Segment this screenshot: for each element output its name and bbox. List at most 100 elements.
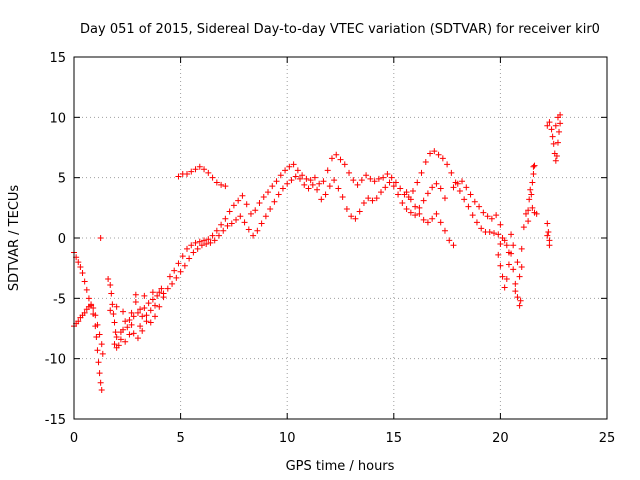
data-point (79, 269, 86, 276)
data-point (254, 227, 261, 234)
data-point (152, 313, 159, 320)
data-point (552, 122, 559, 129)
data-point (147, 307, 154, 314)
data-point (109, 301, 116, 308)
data-point (497, 221, 504, 228)
data-point (230, 202, 237, 209)
series-noisy-low-cluster (105, 276, 167, 351)
data-point (544, 220, 551, 227)
data-point (499, 273, 506, 280)
data-point (431, 148, 438, 155)
data-point (201, 237, 208, 244)
data-point (137, 306, 144, 313)
data-point (403, 189, 410, 196)
data-point (531, 162, 538, 169)
series-late-fall (544, 220, 553, 249)
data-point (454, 180, 461, 187)
data-points (71, 111, 564, 394)
data-point (137, 323, 144, 330)
data-point (416, 204, 423, 211)
data-point (350, 177, 357, 184)
data-point (243, 201, 250, 208)
y-tick-labels: -15 -10 -5 0 5 10 15 (45, 51, 66, 428)
data-point (354, 181, 361, 188)
data-point (149, 289, 156, 296)
data-point (96, 331, 103, 338)
data-point (480, 209, 487, 216)
data-point (107, 282, 114, 289)
data-point (98, 387, 105, 394)
data-point (516, 302, 523, 309)
data-point (120, 308, 127, 315)
x-tick-label: 5 (176, 431, 184, 446)
data-point (505, 261, 512, 268)
data-point (269, 183, 276, 190)
data-point (196, 238, 203, 245)
gridlines (74, 57, 607, 419)
data-point (518, 245, 525, 252)
data-point (448, 169, 455, 176)
x-tick-labels: 0 5 10 15 20 25 (70, 431, 615, 446)
data-point (250, 232, 257, 239)
data-point (514, 294, 521, 301)
data-point (322, 191, 329, 198)
data-point (211, 237, 218, 244)
data-point (420, 216, 427, 223)
data-point (392, 179, 399, 186)
data-point (557, 120, 564, 127)
data-point (375, 175, 382, 182)
data-point (226, 208, 233, 215)
data-point (439, 155, 446, 162)
data-point (124, 324, 131, 331)
data-point (294, 167, 301, 174)
data-point (433, 210, 440, 217)
data-point (526, 196, 533, 203)
data-point (407, 209, 414, 216)
data-point (222, 183, 229, 190)
x-tick-label: 20 (492, 431, 509, 446)
data-point (529, 179, 536, 186)
data-point (514, 259, 521, 266)
data-point (303, 175, 310, 182)
data-point (409, 187, 416, 194)
data-point (235, 197, 242, 204)
data-point (213, 227, 220, 234)
data-point (388, 174, 395, 181)
data-point (456, 187, 463, 194)
data-point (192, 239, 199, 246)
data-point (75, 259, 82, 266)
data-point (190, 249, 197, 256)
data-point (429, 184, 436, 191)
data-point (194, 245, 201, 252)
data-point (446, 237, 453, 244)
data-point (113, 333, 120, 340)
y-tick-label: 10 (49, 111, 66, 126)
data-point (186, 255, 193, 262)
data-point (488, 215, 495, 222)
data-point (164, 285, 171, 292)
data-point (491, 230, 498, 237)
data-point (459, 178, 466, 185)
series-late-rising (522, 162, 540, 225)
data-point (427, 150, 434, 157)
data-point (525, 207, 532, 214)
data-point (305, 185, 312, 192)
data-point (83, 286, 90, 293)
data-point (433, 180, 440, 187)
data-point (348, 213, 355, 220)
data-point (267, 206, 274, 213)
data-point (112, 329, 119, 336)
data-point (437, 185, 444, 192)
data-point (343, 206, 350, 213)
series-late-scatter (495, 224, 527, 309)
data-point (484, 213, 491, 220)
data-point (198, 242, 205, 249)
data-point (220, 227, 227, 234)
data-point (96, 370, 103, 377)
data-point (111, 341, 118, 348)
data-point (352, 215, 359, 222)
data-point (424, 219, 431, 226)
data-point (371, 178, 378, 185)
series-early-lower (71, 301, 106, 357)
